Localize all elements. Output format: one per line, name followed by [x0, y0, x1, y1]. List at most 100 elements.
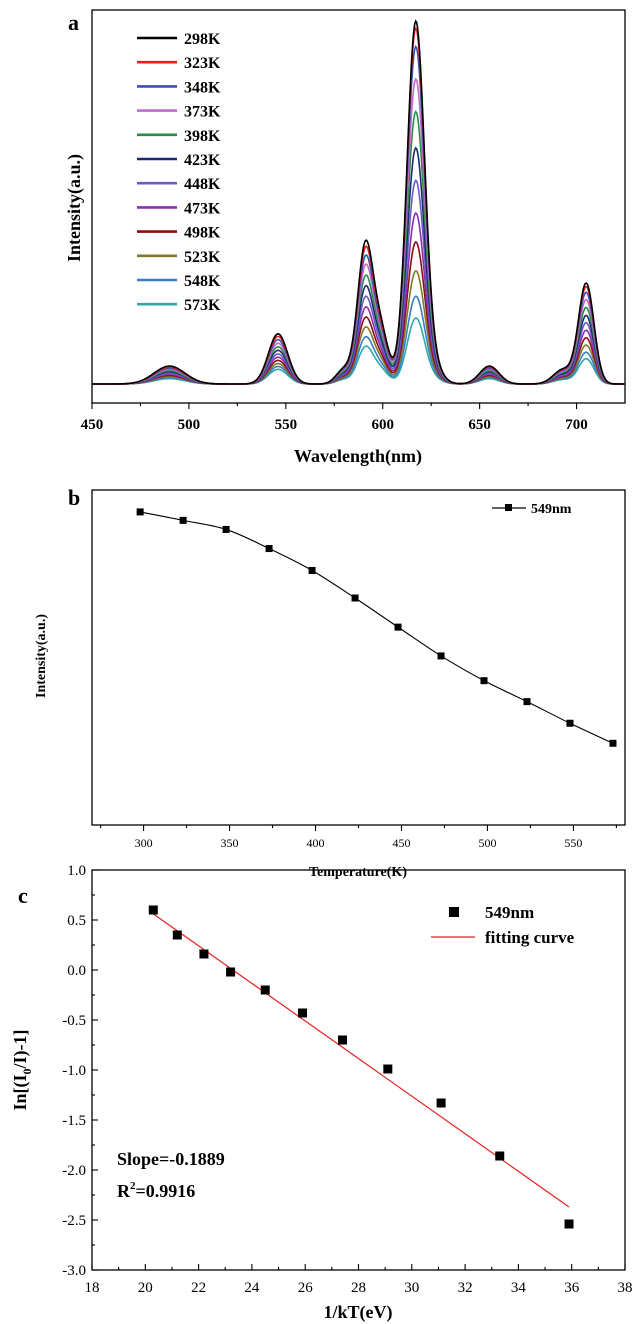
panel-b-x-axis-title: Temperature(K) [309, 865, 407, 880]
panel-c-data-point [495, 1151, 505, 1161]
panel-b-x-tick-label: 500 [478, 836, 496, 850]
legend-label-298K: 298K [184, 31, 221, 48]
panel-b-plot-frame [91, 489, 626, 826]
panel-b-data-point [265, 545, 273, 553]
panel-c-x-tick-label: 24 [244, 1280, 260, 1296]
panel-b-data-point [523, 698, 531, 706]
panel-c: c 18 20 22 24 26 28 30 32 34 36 38 1.00.50.0-0.5-1… [10, 863, 633, 1323]
panel-c-series [148, 905, 574, 1229]
panel-c-x-ticks: 18 20 22 24 26 28 30 32 34 36 38 [85, 1264, 633, 1296]
panel-b-series-line [140, 511, 614, 744]
legend-label-448K: 448K [184, 176, 221, 193]
panel-b-data-point [308, 566, 316, 574]
panel-c-y-axis-title: In[(I0/I)-1] [10, 1029, 34, 1110]
panel-b-data-point [394, 623, 402, 631]
panel-b-data-point [480, 677, 488, 685]
legend-label-523K: 523K [184, 249, 221, 266]
panel-c-x-tick-label: 28 [351, 1280, 366, 1296]
panel-c-y-tick-label: 0.5 [67, 913, 86, 929]
panel-c-y-tick-label: 1.0 [67, 863, 86, 879]
panel-b-legend-marker [505, 504, 512, 511]
panel-c-y-tick-label: -1.5 [62, 1113, 86, 1129]
panel-a-legend: 298K 323K 348K 373K 398K 423K 448K 473K 498K 523K… [137, 31, 221, 314]
panel-a-curves [92, 19, 625, 385]
panel-a-x-tick-label: 500 [178, 417, 201, 433]
y-title-part-2: /I)-1] [10, 1029, 31, 1069]
panel-c-legend-label-points: 549nm [485, 903, 534, 922]
panel-b-data-point [437, 652, 445, 660]
r2-superscript: 2 [130, 1180, 136, 1192]
legend-label-498K: 498K [184, 225, 221, 242]
panel-c-legend-marker [449, 907, 459, 917]
legend-label-323K: 323K [184, 55, 221, 72]
legend-label-423K: 423K [184, 152, 221, 169]
panel-c-x-tick-label: 18 [85, 1280, 100, 1296]
panel-b-legend: 549nm [492, 502, 572, 517]
panel-b-data-point [566, 719, 574, 727]
panel-b-data-point [136, 508, 144, 516]
panel-c-x-tick-label: 26 [298, 1280, 314, 1296]
panel-b-x-tick-label: 450 [392, 836, 410, 850]
panel-c-data-point [564, 1219, 574, 1229]
panel-c-y-tick-label: -3.0 [62, 1263, 86, 1279]
panel-a-x-tick-label: 450 [81, 417, 104, 433]
panel-b-x-ticks: 300 350 400 450 500 550 [100, 825, 617, 850]
y-title-subscript: 0 [20, 1068, 34, 1074]
panel-c-x-tick-label: 30 [404, 1280, 419, 1296]
panel-b-data-point [609, 739, 617, 747]
legend-label-398K: 398K [184, 128, 221, 145]
panel-a-x-axis-title: Wavelength(nm) [294, 446, 422, 467]
panel-a-x-tick-label: 600 [371, 417, 394, 433]
legend-label-473K: 473K [184, 200, 221, 217]
panel-c-data-point [298, 1008, 308, 1018]
panel-a-x-ticks: 450 500 550 600 650 700 [81, 403, 588, 433]
panel-b-data-point [222, 525, 230, 533]
panel-c-x-tick-label: 36 [564, 1280, 580, 1296]
panel-b-x-tick-label: 400 [307, 836, 325, 850]
panel-a-plot-frame [91, 9, 626, 404]
panel-b-x-tick-label: 550 [564, 836, 582, 850]
panel-c-data-point [383, 1064, 393, 1074]
panel-c-data-point [436, 1098, 446, 1108]
panel-c-legend-label-fit: fitting curve [485, 928, 575, 947]
panel-b-legend-label: 549nm [531, 502, 572, 517]
panel-b: b 300 350 400 450 500 550 549nm Temperature(K… [34, 485, 626, 880]
legend-label-373K: 373K [184, 104, 221, 121]
panel-c-legend: 549nm fitting curve [431, 903, 575, 947]
panel-b-label: b [68, 485, 80, 510]
legend-label-548K: 548K [184, 273, 221, 290]
panel-a-x-tick-label: 550 [275, 417, 298, 433]
panel-b-x-tick-label: 350 [221, 836, 239, 850]
panel-c-y-tick-label: -2.0 [62, 1163, 86, 1179]
panel-b-data-point [179, 516, 187, 524]
spectrum-curve-298K [92, 19, 625, 385]
panel-a-label: a [68, 10, 79, 35]
panel-c-y-tick-label: -0.5 [62, 1013, 86, 1029]
r2-prefix: R [117, 1181, 131, 1201]
panel-c-y-tick-label: -2.5 [62, 1213, 86, 1229]
panel-a-y-axis-title: Intensity(a.u.) [64, 154, 85, 262]
panel-c-y-tick-label: 0.0 [67, 963, 86, 979]
legend-label-348K: 348K [184, 79, 221, 96]
panel-c-x-tick-label: 22 [191, 1280, 206, 1296]
panel-a: a 450 500 550 600 650 700 298K 323K 348K 373K 398… [64, 9, 626, 467]
panel-c-data-point [338, 1035, 348, 1045]
panel-c-x-tick-label: 32 [458, 1280, 473, 1296]
panel-c-slope-annotation: Slope=-0.1889 [117, 1149, 225, 1169]
legend-label-573K: 573K [184, 297, 221, 314]
panel-c-data-point [148, 905, 158, 915]
panel-c-data-point [226, 967, 236, 977]
panel-c-data-point [199, 949, 209, 959]
panel-c-x-tick-label: 20 [138, 1280, 153, 1296]
panel-b-series [136, 508, 617, 747]
panel-c-x-tick-label: 38 [618, 1280, 633, 1296]
panel-c-x-axis-title: 1/kT(eV) [324, 1302, 393, 1323]
panel-b-x-tick-label: 300 [135, 836, 153, 850]
panel-c-data-point [172, 930, 182, 940]
panel-b-data-point [351, 594, 359, 602]
r2-value: =0.9916 [136, 1181, 196, 1201]
panel-a-x-tick-label: 700 [565, 417, 588, 433]
panel-c-x-tick-label: 34 [511, 1280, 527, 1296]
panel-b-y-axis-title: Intensity(a.u.) [34, 614, 49, 698]
